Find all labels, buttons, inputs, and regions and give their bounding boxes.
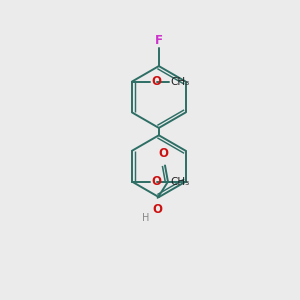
Text: O: O — [152, 175, 161, 188]
Text: CH₃: CH₃ — [170, 76, 190, 86]
Text: O: O — [152, 75, 161, 88]
Text: CH₃: CH₃ — [170, 177, 190, 187]
Text: H: H — [142, 213, 149, 223]
Text: O: O — [159, 148, 169, 160]
Text: F: F — [155, 34, 163, 47]
Text: O: O — [152, 202, 162, 216]
